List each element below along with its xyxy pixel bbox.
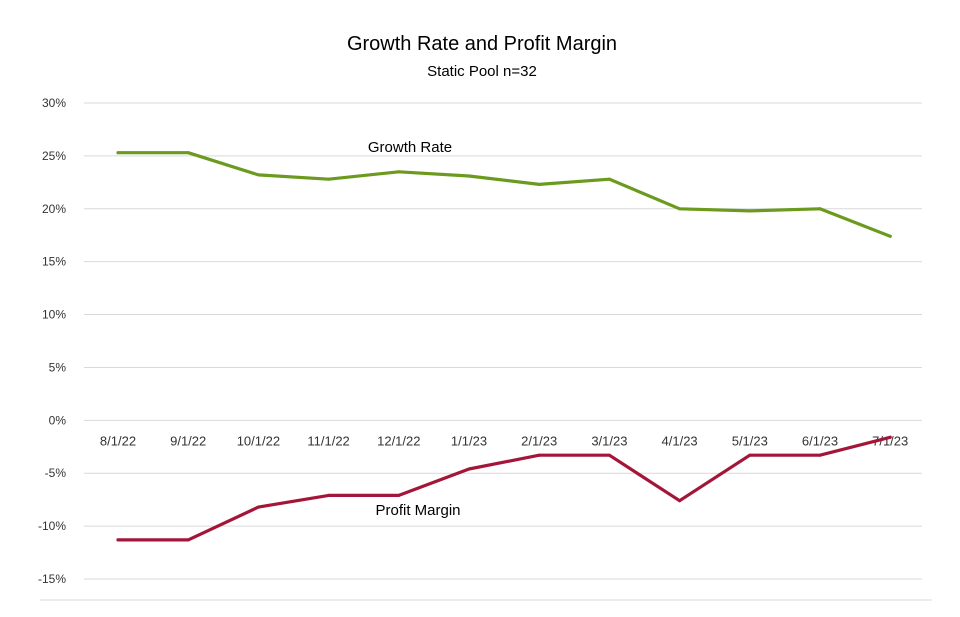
growth-rate-point: [116, 151, 120, 155]
profit-margin-point: [748, 453, 752, 457]
profit-margin-point: [678, 499, 682, 503]
x-axis-ticks: 8/1/22 9/1/22 10/1/22 11/1/22 12/1/22 1/1/23 2…: [100, 433, 908, 448]
y-tick-label: 15%: [42, 255, 66, 269]
series-layer: [116, 151, 892, 542]
x-tick-label: 6/1/23: [802, 433, 838, 448]
x-tick-label: 10/1/22: [237, 433, 280, 448]
profit-margin-point: [467, 467, 471, 471]
profit-margin-point: [397, 493, 401, 497]
chart-subtitle: Static Pool n=32: [427, 63, 537, 80]
y-tick-label: 30%: [42, 96, 66, 110]
profit-margin-point: [186, 538, 190, 542]
grid-layer: [40, 102, 932, 601]
growth-rate-point: [888, 234, 892, 238]
chart-title: Growth Rate and Profit Margin: [347, 33, 617, 55]
x-tick-label: 11/1/22: [307, 433, 349, 448]
x-tick-label: 8/1/22: [100, 433, 136, 448]
growth-rate-point: [467, 174, 471, 178]
growth-rate-point: [256, 173, 260, 177]
y-tick-label: 5%: [49, 360, 67, 374]
growth-rate-point: [678, 207, 682, 211]
x-tick-label: 7/1/23: [872, 433, 908, 448]
growth-rate-point: [607, 177, 611, 181]
profit-margin-point: [607, 453, 611, 457]
y-tick-label: -5%: [45, 466, 67, 480]
profit-margin-point: [116, 538, 120, 542]
x-tick-label: 4/1/23: [662, 433, 698, 448]
profit-margin-point: [327, 493, 331, 497]
y-tick-label: 20%: [42, 202, 66, 216]
y-tick-label: 25%: [42, 149, 66, 163]
y-tick-label: -10%: [38, 519, 66, 533]
growth-rate-point: [186, 151, 190, 155]
growth-rate-point: [397, 170, 401, 174]
profit-margin-point: [888, 435, 892, 439]
y-tick-label: 0%: [49, 413, 67, 427]
profit-margin-point: [256, 505, 260, 509]
growth-rate-label: Growth Rate: [368, 139, 452, 156]
y-tick-label: -15%: [38, 572, 66, 586]
profit-margin-point: [537, 453, 541, 457]
x-tick-label: 5/1/23: [732, 433, 768, 448]
growth-rate-point: [327, 177, 331, 181]
profit-margin-point: [818, 453, 822, 457]
x-tick-label: 3/1/23: [591, 433, 627, 448]
growth-rate-point: [748, 209, 752, 213]
y-axis-ticks: 30% 25% 20% 15% 10% 5% 0% -5% -10% -15%: [38, 96, 66, 586]
x-tick-label: 2/1/23: [521, 433, 557, 448]
y-tick-label: 10%: [42, 308, 66, 322]
growth-rate-point: [818, 207, 822, 211]
profit-margin-line: [116, 435, 892, 542]
growth-rate-line: [116, 151, 892, 238]
x-tick-label: 9/1/22: [170, 433, 206, 448]
profit-margin-label: Profit Margin: [375, 502, 460, 519]
x-tick-label: 12/1/22: [377, 433, 420, 448]
x-tick-label: 1/1/23: [451, 433, 487, 448]
growth-rate-point: [537, 182, 541, 186]
